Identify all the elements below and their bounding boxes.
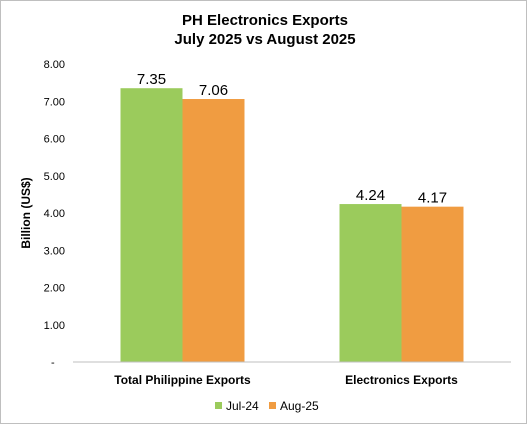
x-category-label: Total Philippine Exports (114, 373, 251, 387)
bar-jul-24-0 (120, 88, 183, 363)
legend-label: Aug-25 (280, 399, 319, 413)
legend-swatch-jul-24 (215, 402, 222, 409)
y-tick-label: 2.00 (44, 283, 65, 295)
bars (120, 88, 464, 363)
data-label: 7.35 (137, 71, 166, 88)
x-category-label: Electronics Exports (345, 373, 458, 387)
bar-aug-25-0 (182, 99, 245, 362)
y-tick-label: - (51, 357, 55, 369)
chart-title: PH Electronics Exports (182, 12, 348, 29)
data-label: 7.06 (199, 82, 228, 99)
data-label: 4.17 (418, 190, 447, 207)
y-tick-label: 8.00 (44, 59, 65, 71)
y-tick-label: 5.00 (44, 171, 65, 183)
bar-jul-24-1 (339, 204, 402, 362)
y-axis-ticks: - 1.00 2.00 3.00 4.00 5.00 6.00 7.00 8.00 (44, 59, 65, 369)
y-tick-label: 4.00 (44, 208, 65, 220)
y-tick-label: 7.00 (44, 96, 65, 108)
y-tick-label: 3.00 (44, 245, 65, 257)
legend-label: Jul-24 (226, 399, 259, 413)
data-label: 4.24 (356, 187, 385, 204)
bar-aug-25-1 (401, 206, 464, 362)
legend: Jul-24 Aug-25 (215, 399, 319, 413)
y-tick-label: 1.00 (44, 320, 65, 332)
x-axis-categories: Total Philippine Exports Electronics Expo… (114, 373, 458, 387)
data-labels: 7.35 7.06 4.24 4.17 (137, 71, 447, 206)
legend-swatch-aug-25 (269, 402, 276, 409)
chart-subtitle: July 2025 vs August 2025 (174, 31, 355, 48)
y-axis-label: Billion (US$) (19, 177, 33, 248)
y-tick-label: 6.00 (44, 134, 65, 146)
